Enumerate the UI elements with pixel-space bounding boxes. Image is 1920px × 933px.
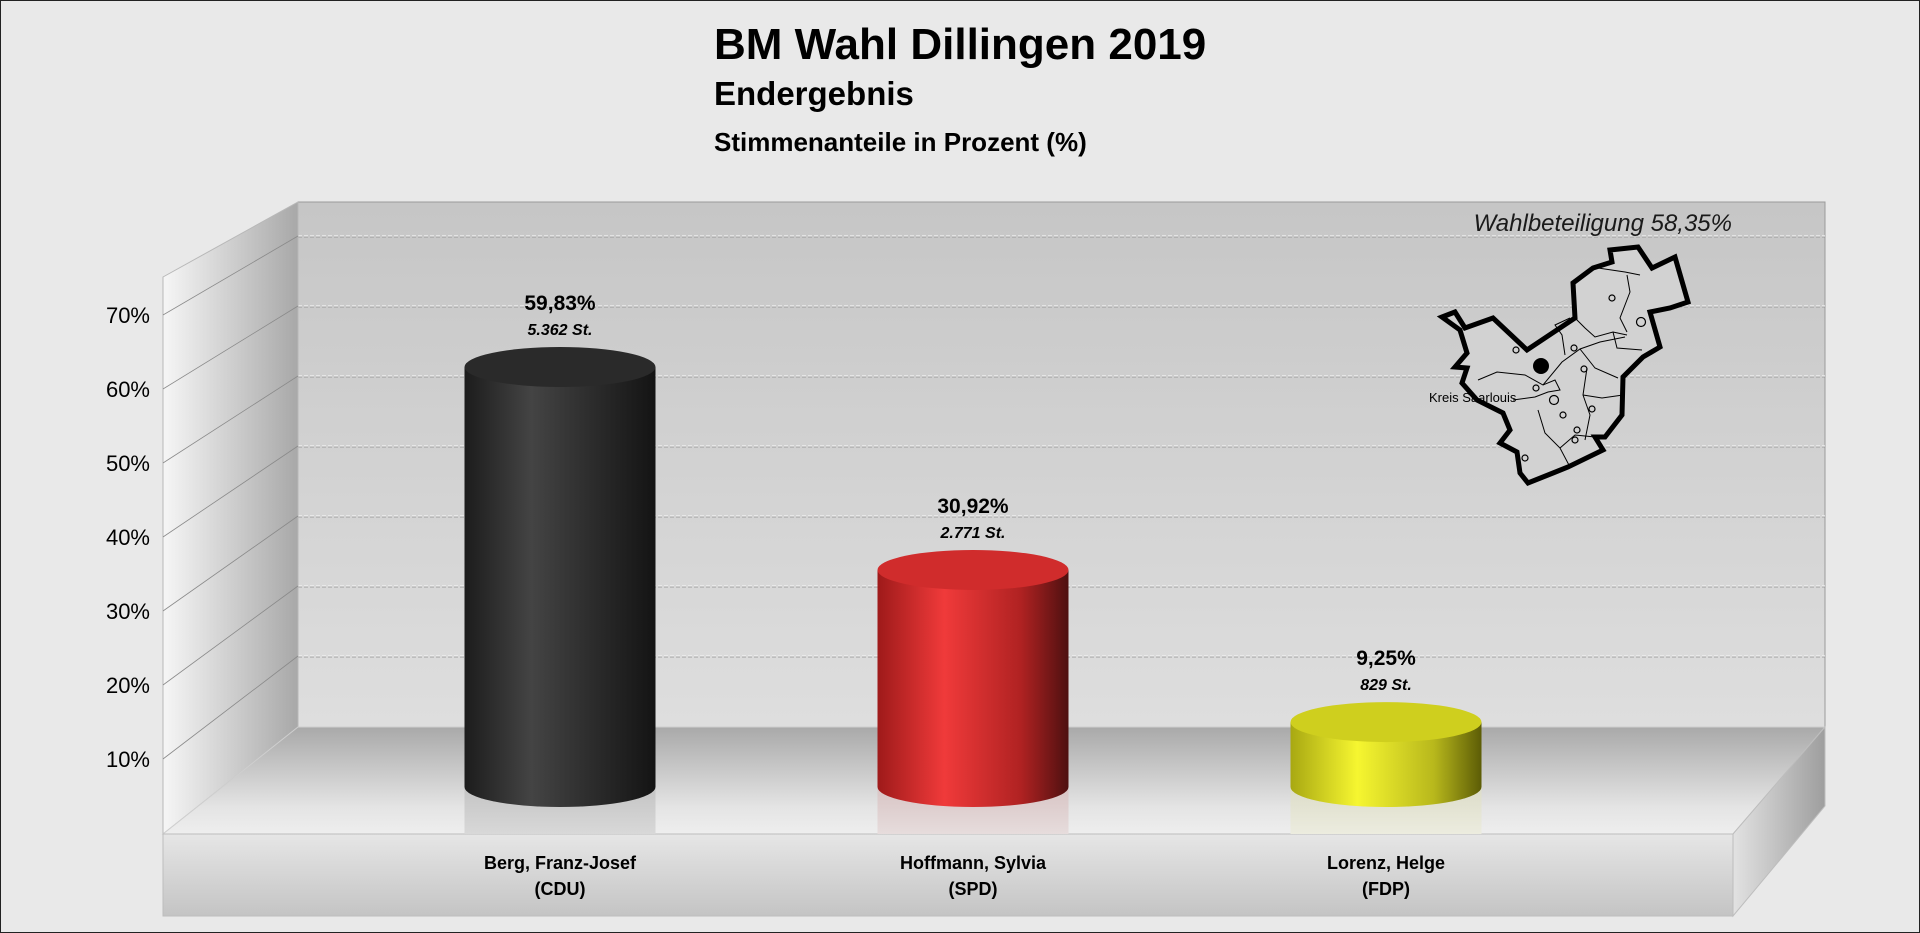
value-label: 30,92% [937,495,1009,518]
value-labels: 59,83% 5.362 St. 30,92% 2.771 St. 9,25% 829 S… [524,292,1416,694]
y-tick-label: 70% [106,303,150,328]
chart-title: BM Wahl Dillingen 2019 [714,20,1207,69]
y-tick-label: 60% [106,377,150,402]
bars [464,346,1482,834]
floor-side [1732,725,1826,918]
floor-front [162,833,1734,917]
chart-subtitle: Endergebnis [714,75,914,112]
left-wall [162,201,299,836]
value-label: 9,25% [1356,647,1416,670]
y-tick-label: 40% [106,525,150,550]
gridline-left [162,235,299,316]
bar-2 [877,549,1069,834]
bar-top [1290,702,1482,743]
category-label-party: (FDP) [1362,879,1410,899]
bar-body [464,366,656,808]
left-wall-gridlines [162,235,299,760]
votes-label: 829 St. [1360,677,1412,694]
category-label-name: Hoffmann, Sylvia [900,853,1047,873]
y-axis-ticks: 10% 20% 30% 40% 50% 60% 70% [106,303,150,772]
votes-label: 5.362 St. [528,322,593,339]
gridline-left [162,585,299,686]
map-label: Kreis Saarlouis [1429,390,1517,405]
bar-body [1290,722,1482,808]
bar-1 [464,346,656,834]
category-label-party: (SPD) [949,879,998,899]
gridline-left [162,515,299,612]
votes-label: 2.771 St. [940,525,1006,542]
gridline-left [162,375,299,464]
category-label-name: Lorenz, Helge [1327,853,1445,873]
map-outline [1436,244,1692,487]
bar-top [877,549,1069,590]
map-town-markers [1512,294,1647,462]
chart-y-description: Stimmenanteile in Prozent (%) [714,127,1087,157]
gridline-left [162,305,299,390]
bar-3 [1290,702,1482,834]
category-label-name: Berg, Franz-Josef [484,853,637,873]
district-map-icon: Kreis Saarlouis [1429,244,1692,487]
bar-top [464,346,656,387]
gridline-left [162,655,299,760]
y-tick-label: 50% [106,451,150,476]
y-tick-label: 10% [106,747,150,772]
map-city-dillingen [1533,358,1549,374]
gridline-left [162,445,299,538]
map-district-borders [1477,267,1643,468]
bar-body [877,569,1069,808]
y-tick-label: 30% [106,599,150,624]
turnout-annotation: Wahlbeteiligung 58,35% [1474,210,1732,237]
y-tick-label: 20% [106,673,150,698]
category-labels: Berg, Franz-Josef (CDU) Hoffmann, Sylvia (S… [484,853,1445,899]
category-label-party: (CDU) [535,879,586,899]
value-label: 59,83% [524,292,596,315]
